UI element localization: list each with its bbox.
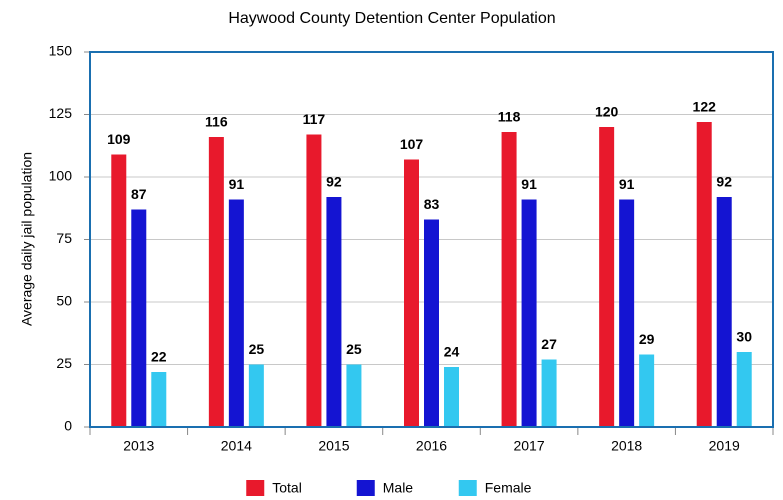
- bar: [444, 367, 459, 427]
- value-label: 116: [205, 114, 228, 130]
- value-label: 120: [595, 104, 619, 120]
- bar: [696, 122, 712, 427]
- value-label: 27: [541, 336, 557, 352]
- legend-label: Female: [485, 480, 532, 496]
- bar: [501, 132, 517, 427]
- chart-title: Haywood County Detention Center Populati…: [228, 10, 555, 27]
- value-label: 30: [736, 329, 752, 345]
- bar: [736, 352, 752, 427]
- x-tick-label: 2015: [318, 438, 349, 454]
- value-label: 83: [424, 196, 440, 212]
- bar: [619, 199, 635, 427]
- bar: [326, 197, 342, 427]
- bar: [248, 364, 264, 427]
- bar: [521, 199, 537, 427]
- value-label: 29: [639, 331, 655, 347]
- value-label: 107: [400, 136, 424, 152]
- value-label: 91: [619, 176, 635, 192]
- bar: [424, 219, 439, 427]
- bar: [346, 364, 362, 427]
- bar: [151, 372, 167, 427]
- x-tick-label: 2018: [611, 438, 642, 454]
- plot-border: [89, 51, 774, 428]
- bar: [131, 209, 147, 427]
- value-label: 25: [249, 341, 265, 357]
- legend-label: Total: [272, 480, 302, 496]
- x-tick-label: 2014: [221, 438, 252, 454]
- bar: [599, 127, 615, 427]
- bar: [404, 159, 419, 427]
- bar: [639, 354, 655, 427]
- bar: [306, 134, 322, 427]
- value-label: 91: [229, 176, 245, 192]
- value-label: 91: [521, 176, 537, 192]
- bar: [228, 199, 244, 427]
- x-tick-label: 2017: [513, 438, 544, 454]
- legend-swatch: [246, 480, 265, 496]
- value-label: 92: [326, 174, 342, 190]
- value-label: 87: [131, 186, 147, 202]
- legend-swatch: [458, 480, 477, 496]
- value-label: 109: [107, 131, 131, 147]
- value-label: 117: [303, 111, 326, 127]
- x-tick-label: 2016: [416, 438, 447, 454]
- y-tick-label: 75: [56, 230, 72, 246]
- y-tick-label: 150: [49, 43, 73, 59]
- y-tick-label: 50: [56, 293, 72, 309]
- legend-swatch: [356, 480, 375, 496]
- bar: [716, 197, 732, 427]
- y-tick-label: 100: [49, 168, 73, 184]
- x-tick-label: 2019: [709, 438, 740, 454]
- value-label: 122: [693, 99, 717, 115]
- bar: [541, 359, 557, 427]
- y-tick-label: 0: [64, 418, 72, 434]
- y-tick-label: 25: [56, 355, 72, 371]
- y-tick-label: 125: [49, 105, 73, 121]
- value-label: 92: [716, 174, 732, 190]
- y-axis-label: Average daily jail population: [19, 152, 35, 326]
- legend-label: Male: [383, 480, 414, 496]
- value-label: 25: [346, 341, 362, 357]
- bar: [111, 154, 127, 427]
- value-label: 24: [444, 344, 460, 360]
- value-label: 22: [151, 349, 167, 365]
- bar: [208, 137, 224, 427]
- x-tick-label: 2013: [123, 438, 154, 454]
- value-label: 118: [498, 109, 521, 125]
